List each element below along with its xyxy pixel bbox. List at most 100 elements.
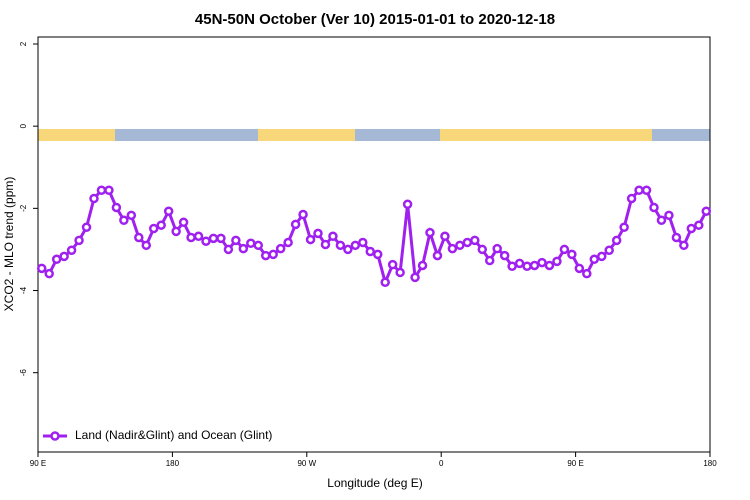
data-point [432,250,443,261]
data-point [477,244,488,255]
x-tick-label: 90 W [297,459,316,468]
data-point [507,261,517,272]
data-point [193,231,204,242]
data-point [163,206,174,216]
data-point [260,250,271,261]
land [38,129,115,141]
data-point [246,238,256,249]
data-point [298,209,308,220]
data-point [492,243,502,254]
data-point [589,254,600,265]
data-point [119,215,129,226]
data-point [484,255,495,266]
x-tick-label: 180 [166,459,180,468]
y-tick-label: -2 [19,204,28,212]
data-point [275,243,286,254]
data-point [111,202,122,213]
data-point [387,259,398,270]
data-point [686,223,697,234]
data-point [305,234,316,245]
data-point [694,220,704,230]
ocean [355,129,440,141]
data-point [470,235,480,246]
data-point [499,250,510,261]
data-point [649,202,659,213]
data-point [656,215,667,226]
data-point [402,199,413,209]
data-point [134,232,144,243]
y-axis-title: XCO2 - MLO trend (ppm) [2,177,16,312]
x-axis-title: Longitude (deg E) [327,476,422,490]
data-point [522,261,532,272]
legend-marker [50,431,60,441]
data-point [74,235,84,246]
data-point [380,277,390,288]
data-point [186,232,196,243]
plot-frame [37,36,711,453]
y-tick-label: 0 [19,123,28,128]
ocean [652,129,710,141]
data-point [268,249,278,260]
data-point [701,206,712,216]
x-tick-label: 90 E [30,459,46,468]
data-point [89,193,99,204]
data-point [328,231,338,242]
data-point [634,185,644,196]
data-point [148,223,159,234]
data-point [96,185,107,196]
data-point [178,217,189,228]
data-point [231,235,241,246]
data-point [141,240,152,251]
data-point [425,227,435,238]
data-point [253,240,264,251]
data-point [104,185,114,196]
data-point [552,256,562,267]
data-point [238,243,249,254]
data-point [567,249,577,260]
data-point [350,240,361,251]
land-ocean-strip [38,129,710,141]
data-point [604,245,614,256]
land [258,129,355,141]
data-point [611,235,622,246]
data-point [529,260,540,271]
y-tick-label: 2 [19,41,28,46]
data-point [440,231,450,242]
data-point [626,193,637,204]
data-point [216,233,226,244]
data-point [641,185,652,196]
data-point [335,240,346,251]
x-tick-label: 90 E [567,459,583,468]
data-point [544,260,555,271]
data-point [619,222,629,232]
data-point [156,220,166,230]
data-point [671,232,682,243]
data-point [664,210,674,221]
ocean [115,129,258,141]
data-point [36,263,47,274]
data-point [679,240,689,251]
data-point [410,272,420,283]
data-point [320,239,331,250]
land [440,129,652,141]
data-point [358,237,368,248]
data-point [343,244,353,255]
x-tick-label: 0 [439,459,444,468]
data-point [462,237,473,248]
data-point [455,240,465,251]
data-point [51,254,62,265]
data-point [417,260,428,271]
data-point [514,258,525,269]
data-point [66,245,77,256]
data-point [208,233,219,244]
y-tick-label: -4 [19,286,28,294]
data-point [201,236,211,246]
data-point [574,263,585,274]
data-point [537,257,547,268]
data-point [126,210,137,221]
data-point [59,251,69,262]
data-point [582,268,592,279]
data-point [313,228,323,239]
data-point [44,268,54,279]
